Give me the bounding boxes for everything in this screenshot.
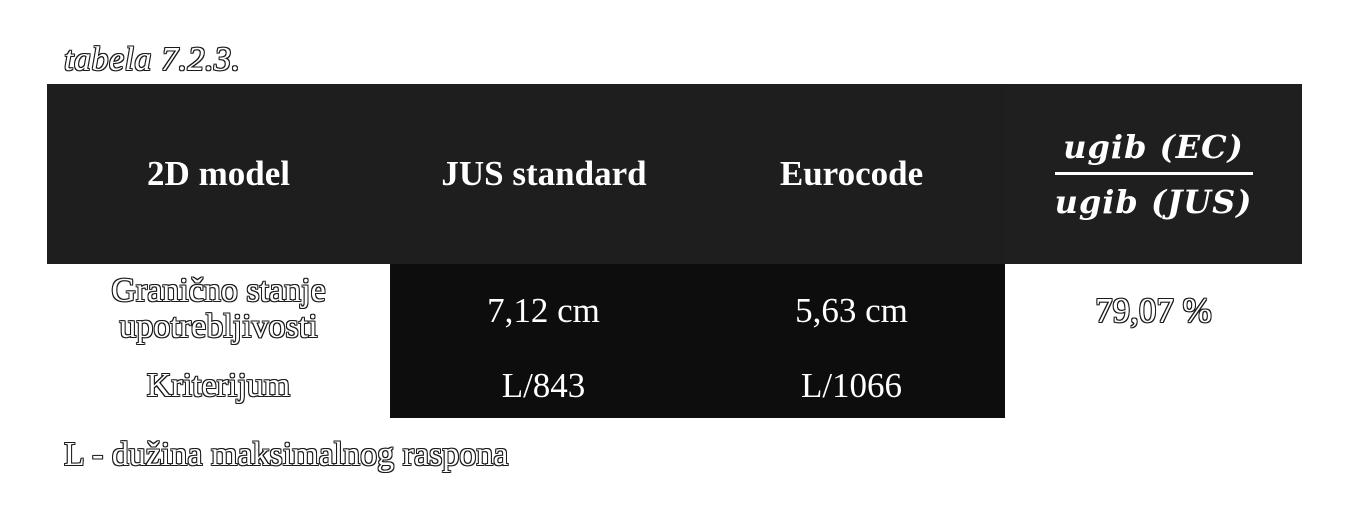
row-label-line1: Granično stanje bbox=[111, 272, 326, 309]
values-block bbox=[390, 264, 1005, 418]
header-eurocode: Eurocode bbox=[779, 154, 924, 193]
header-ratio: ugib (EC) ugib (JUS) bbox=[1005, 84, 1302, 264]
ratio-fraction: ugib (EC) ugib (JUS) bbox=[1054, 127, 1253, 221]
header-jus-standard: JUS standard bbox=[441, 154, 647, 193]
footnote: L - dužina maksimalnog raspona bbox=[64, 436, 509, 473]
row-label-line2: upotrebljivosti bbox=[119, 308, 318, 345]
ratio-numerator: ugib (EC) bbox=[1063, 127, 1244, 166]
table-caption: tabela 7.2.3. bbox=[64, 41, 241, 78]
value-eurocode-deflection: 5,63 cm bbox=[795, 291, 908, 330]
value-eurocode-criterion: L/1066 bbox=[800, 366, 903, 405]
value-jus-deflection: 7,12 cm bbox=[487, 291, 600, 330]
header-2d-model: 2D model bbox=[147, 154, 290, 193]
ratio-value: 79,07 % bbox=[1095, 291, 1212, 330]
table-header: 2D model JUS standard Eurocode ugib (EC)… bbox=[47, 84, 1302, 264]
fraction-bar bbox=[1054, 171, 1253, 175]
ratio-denominator: ugib (JUS) bbox=[1054, 182, 1253, 221]
row-label-criterion: Kriterijum bbox=[146, 367, 291, 404]
row-label-serviceability: Granično stanje upotrebljivosti bbox=[47, 273, 390, 345]
value-jus-criterion: L/843 bbox=[501, 366, 586, 405]
